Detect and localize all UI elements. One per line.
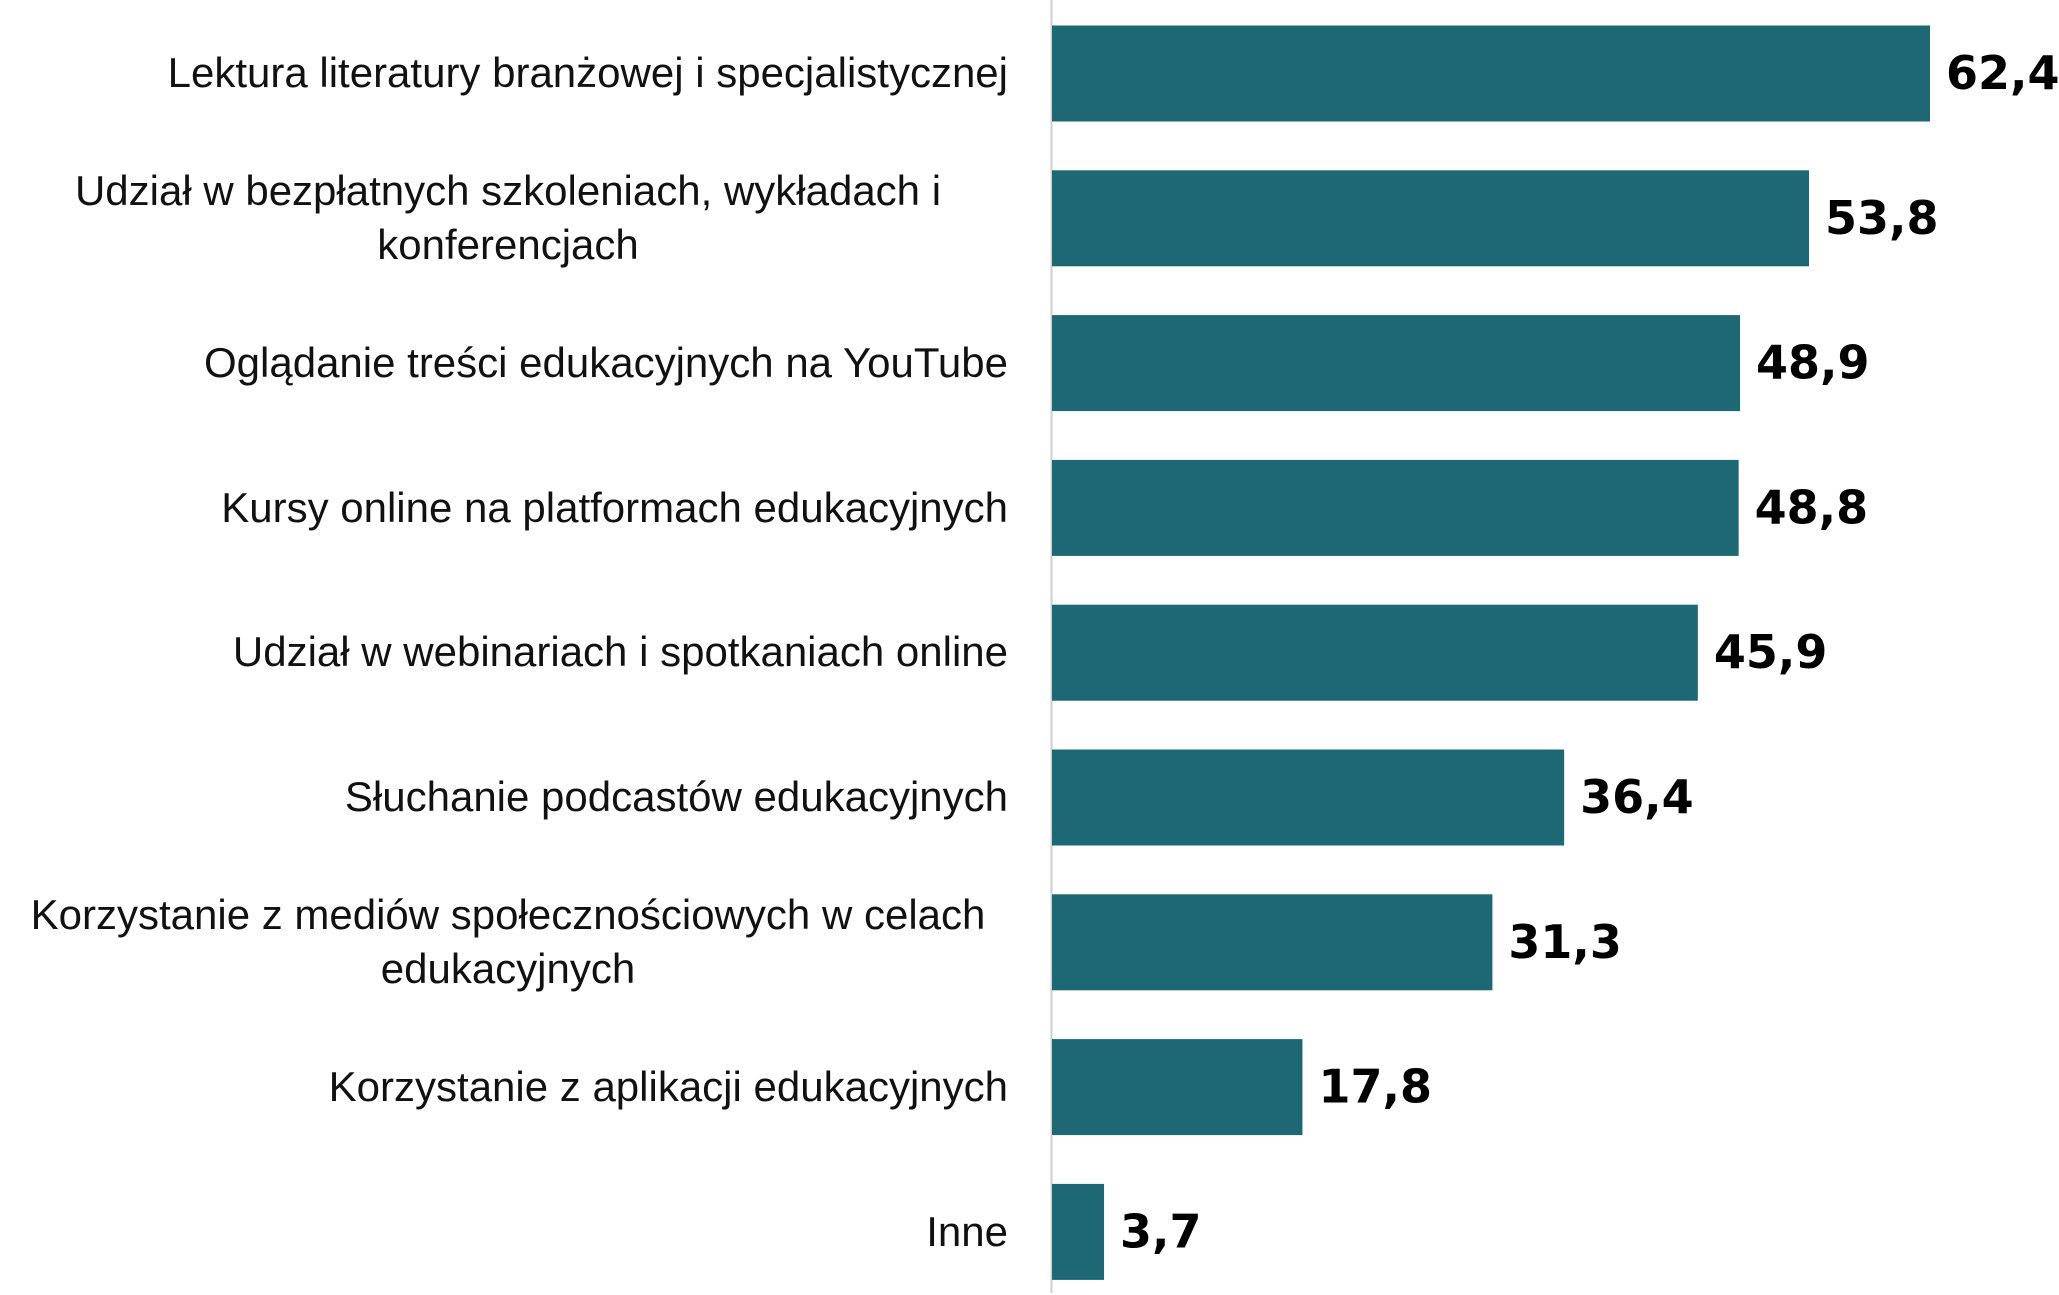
category-label-box: Słuchanie podcastów edukacyjnych — [8, 728, 1008, 868]
category-label: Inne — [926, 1207, 1008, 1255]
category-label-box: Korzystanie z aplikacji edukacyjnych — [8, 1017, 1008, 1157]
value-label: 53,8 — [1825, 191, 1939, 245]
value-label: 62,4 — [1946, 46, 2059, 100]
category-label-box: Udział w webinariach i spotkaniach onlin… — [8, 583, 1008, 723]
bar — [1052, 315, 1741, 412]
bar — [1052, 604, 1698, 701]
value-label: 48,8 — [1755, 480, 1869, 534]
category-label-box: Udział w bezpłatnych szkoleniach, wykład… — [8, 148, 1008, 288]
category-label: Słuchanie podcastów edukacyjnych — [344, 773, 1008, 821]
category-label: Kursy online na platformach edukacyjnych — [221, 483, 1008, 531]
category-label: Korzystanie z mediów społecznościowych w… — [30, 890, 986, 993]
value-label: 36,4 — [1580, 770, 1694, 824]
category-label: Lektura literatury branżowej i specjalis… — [167, 49, 1008, 97]
value-label: 17,8 — [1318, 1060, 1432, 1114]
category-label: Udział w webinariach i spotkaniach onlin… — [232, 628, 1008, 676]
category-label-box: Lektura literatury branżowej i specjalis… — [8, 4, 1008, 144]
bar — [1052, 894, 1493, 991]
category-label: Oglądanie treści edukacyjnych na YouTube — [204, 338, 1008, 386]
bar — [1052, 1039, 1303, 1136]
value-label: 3,7 — [1120, 1204, 1202, 1258]
category-label-box: Korzystanie z mediów społecznościowych w… — [8, 872, 1008, 1012]
bar — [1052, 25, 1930, 122]
bar — [1052, 459, 1739, 556]
value-label: 48,9 — [1756, 336, 1870, 390]
bar — [1052, 170, 1809, 267]
category-label-box: Kursy online na platformach edukacyjnych — [8, 438, 1008, 578]
category-label: Udział w bezpłatnych szkoleniach, wykład… — [74, 166, 942, 269]
value-label: 31,3 — [1508, 915, 1622, 969]
category-label-box: Inne — [8, 1162, 1008, 1295]
category-label-box: Oglądanie treści edukacyjnych na YouTube — [8, 293, 1008, 433]
value-label: 45,9 — [1714, 625, 1828, 679]
bar — [1052, 1183, 1105, 1280]
bar — [1052, 749, 1565, 846]
category-label: Korzystanie z aplikacji edukacyjnych — [328, 1062, 1008, 1110]
